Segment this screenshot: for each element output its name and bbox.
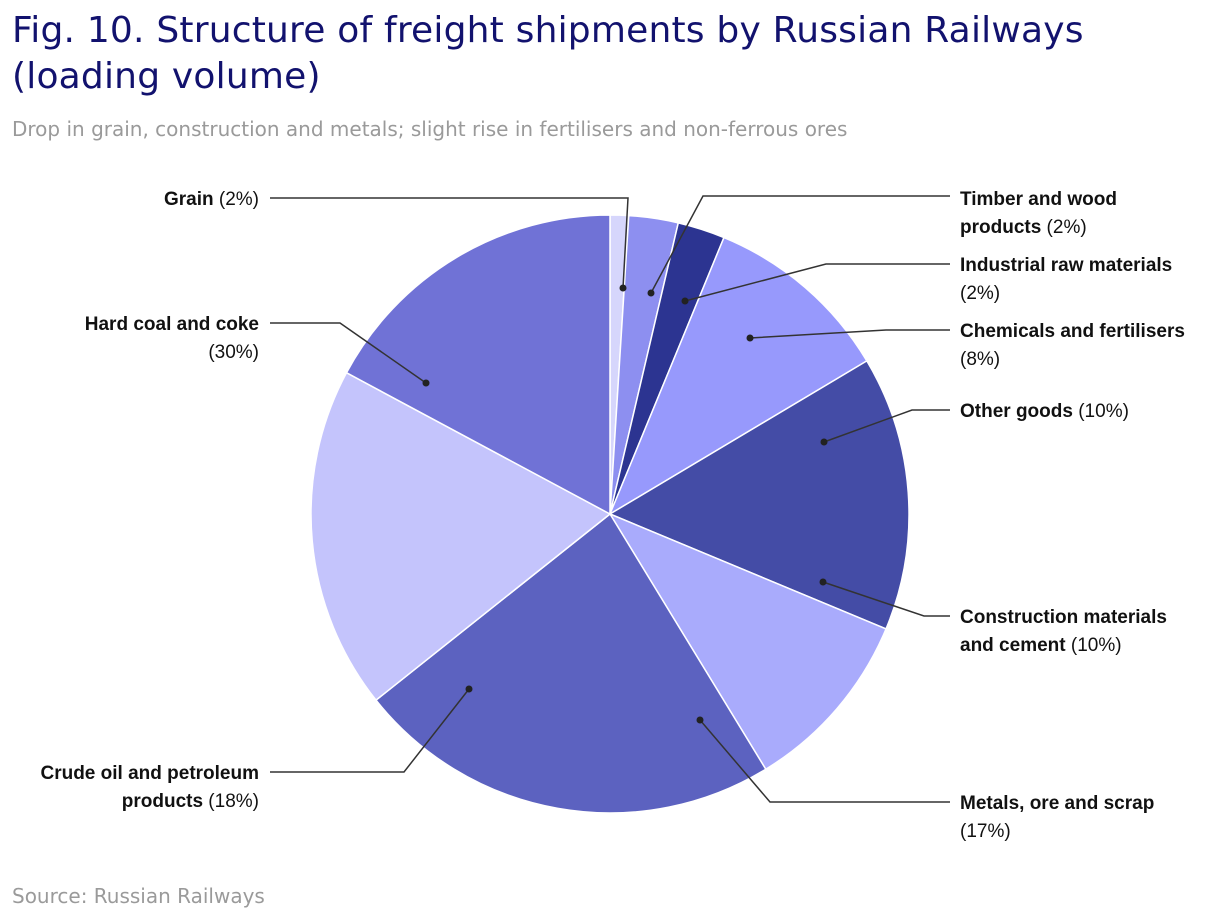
callout-dot-crude-oil-and-petroleum-products [465, 685, 473, 693]
pie-slice-crude-oil-and-petroleum-products [310, 371, 612, 702]
slice-label-crude-oil-and-petroleum-products: Crude oil and petroleum products (18%) [40, 763, 259, 812]
slice-label-timber-and-wood-products: Timber and wood products (2%) [960, 189, 1117, 238]
slice-label-metals-ore-and-scrap: Metals, ore and scrap (17%) [960, 793, 1154, 842]
callout-line-industrial-raw-materials [684, 263, 950, 302]
pie-slice-metals-ore-and-scrap [374, 512, 767, 814]
callout-line-timber-and-wood-products [650, 195, 950, 294]
callout-line-metals-ore-and-scrap [699, 719, 950, 803]
callout-dot-construction-materials-and-cement [819, 578, 827, 586]
pie-slice-hard-coal-and-coke [345, 214, 611, 516]
callout-line-grain [270, 197, 629, 289]
chart-source: Source: Russian Railways [12, 884, 265, 908]
callout-line-other-goods [823, 409, 950, 443]
slice-label-industrial-raw-materials: Industrial raw materials (2%) [960, 255, 1172, 304]
callout-dot-chemicals-and-fertilisers [746, 334, 754, 342]
callout-dot-grain [619, 284, 627, 292]
slice-label-hard-coal-and-coke: Hard coal and coke (30%) [85, 314, 259, 363]
callout-dot-metals-ore-and-scrap [696, 716, 704, 724]
slice-label-other-goods: Other goods (10%) [960, 401, 1129, 422]
pie-slice-construction-materials-and-cement [608, 512, 888, 771]
slice-label-grain: Grain (2%) [164, 189, 259, 210]
pie-slice-chemicals-and-fertilisers [608, 236, 868, 516]
callout-line-chemicals-and-fertilisers [749, 329, 950, 339]
callout-line-crude-oil-and-petroleum-products [270, 688, 470, 773]
callout-dot-other-goods [820, 438, 828, 446]
callout-dot-timber-and-wood-products [647, 289, 655, 297]
callout-line-hard-coal-and-coke [270, 322, 427, 384]
callout-dot-hard-coal-and-coke [422, 379, 430, 387]
callout-line-construction-materials-and-cement [822, 581, 950, 617]
chart-subtitle: Drop in grain, construction and metals; … [12, 117, 848, 141]
chart-title: Fig. 10. Structure of freight shipments … [12, 10, 1084, 97]
slice-label-construction-materials-and-cement: Construction materials and cement (10%) [960, 607, 1167, 656]
slice-label-chemicals-and-fertilisers: Chemicals and fertilisers (8%) [960, 321, 1185, 370]
callout-dot-industrial-raw-materials [681, 297, 689, 305]
pie-slice-other-goods [608, 359, 910, 630]
